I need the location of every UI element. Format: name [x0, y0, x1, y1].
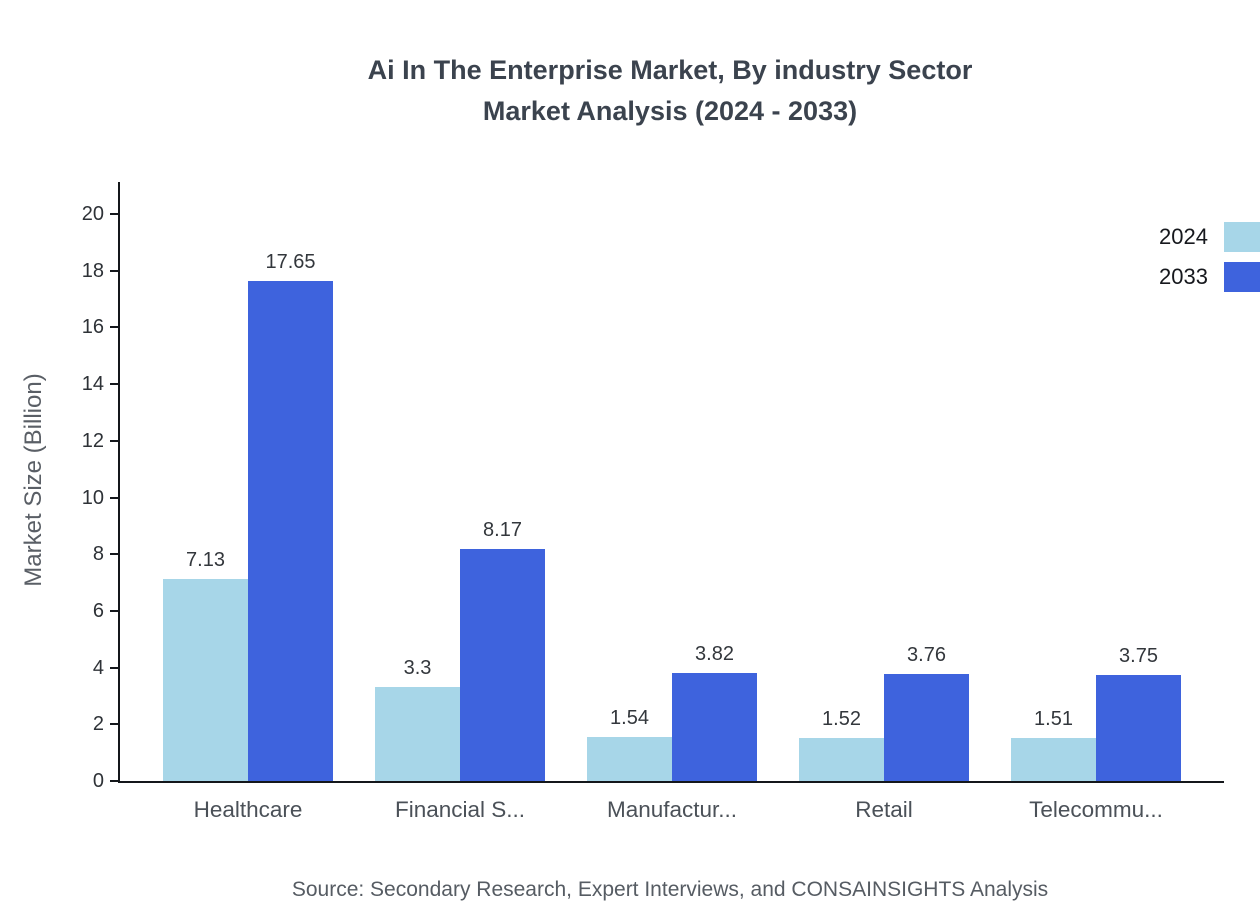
y-tick-label-6: 6 — [92, 599, 104, 622]
bar-2024-healthcare — [163, 578, 248, 781]
value-label-2033-0: 17.65 — [265, 250, 316, 273]
y-tick-label-2: 2 — [92, 713, 104, 736]
source-note: Source: Secondary Research, Expert Inter… — [291, 878, 1049, 901]
value-label-2024-2: 1.54 — [610, 707, 649, 730]
value-label-2024-1: 3.3 — [403, 657, 432, 680]
bar-2033-telecommu — [1096, 674, 1181, 781]
value-label-2033-4: 3.75 — [1119, 644, 1158, 667]
x-axis-label-3: Retail — [855, 797, 913, 822]
bar-2033-manufactur — [672, 672, 757, 781]
y-tick-mark-2 — [110, 723, 120, 726]
value-label-2024-3: 1.52 — [822, 707, 861, 730]
y-tick-label-12: 12 — [81, 429, 104, 452]
chart-title-line2: Market Analysis (2024 - 2033) — [482, 96, 858, 126]
y-tick-mark-16 — [110, 326, 120, 329]
y-tick-mark-20 — [110, 213, 120, 215]
y-tick-mark-18 — [110, 269, 120, 272]
legend-item-2033: 2033 — [1159, 262, 1260, 292]
x-axis-label-0: Healthcare — [193, 797, 303, 822]
y-tick-label-0: 0 — [92, 770, 104, 792]
y-tick-label-8: 8 — [92, 543, 104, 566]
y-tick-label-4: 4 — [92, 656, 104, 679]
legend-label-2024: 2024 — [1159, 224, 1208, 249]
value-label-2033-2: 3.82 — [695, 642, 734, 665]
y-tick-mark-14 — [110, 383, 120, 386]
bar-2024-manufactur — [587, 737, 672, 781]
y-axis-title: Market Size (Billion) — [20, 373, 47, 587]
y-tick-label-20: 20 — [81, 203, 104, 225]
y-tick-mark-10 — [110, 496, 120, 499]
legend-swatch-2033 — [1224, 262, 1260, 292]
bar-2024-telecommu — [1011, 738, 1096, 781]
x-axis-label-2: Manufactur... — [606, 797, 738, 822]
chart-title-line1: Ai In The Enterprise Market, By industry… — [367, 55, 973, 85]
y-tick-mark-6 — [110, 609, 120, 612]
bar-2033-retail — [884, 674, 969, 781]
bar-2033-healthcare — [248, 280, 333, 781]
x-axis-label-1: Financial S... — [394, 797, 526, 822]
y-tick-label-18: 18 — [81, 259, 104, 282]
legend-label-2033: 2033 — [1159, 264, 1208, 289]
y-tick-label-10: 10 — [81, 486, 104, 509]
x-axis-label-4: Telecommu... — [1029, 797, 1163, 822]
y-tick-mark-4 — [110, 666, 120, 669]
bar-2033-financials — [460, 549, 545, 781]
value-label-2033-3: 3.76 — [907, 644, 946, 667]
y-tick-mark-12 — [110, 439, 120, 442]
bar-2024-financials — [375, 687, 460, 781]
legend: 2024 2033 — [1159, 222, 1260, 292]
legend-swatch-2024 — [1224, 222, 1260, 252]
legend-item-2024: 2024 — [1159, 222, 1260, 252]
chart-title: Ai In The Enterprise Market, By industry… — [118, 50, 1222, 132]
y-tick-mark-8 — [110, 553, 120, 556]
value-label-2024-4: 1.51 — [1034, 708, 1073, 731]
y-tick-mark-0 — [110, 780, 120, 782]
plot-area: 0 2 4 6 8 10 12 14 16 18 20 7.13 17.65 Healthcare 3.3 8… — [82, 182, 1224, 822]
value-label-2033-1: 8.17 — [483, 519, 522, 542]
value-label-2024-0: 7.13 — [186, 548, 225, 571]
y-tick-label-16: 16 — [81, 316, 104, 339]
y-tick-label-14: 14 — [81, 373, 104, 396]
bar-2024-retail — [799, 737, 884, 781]
